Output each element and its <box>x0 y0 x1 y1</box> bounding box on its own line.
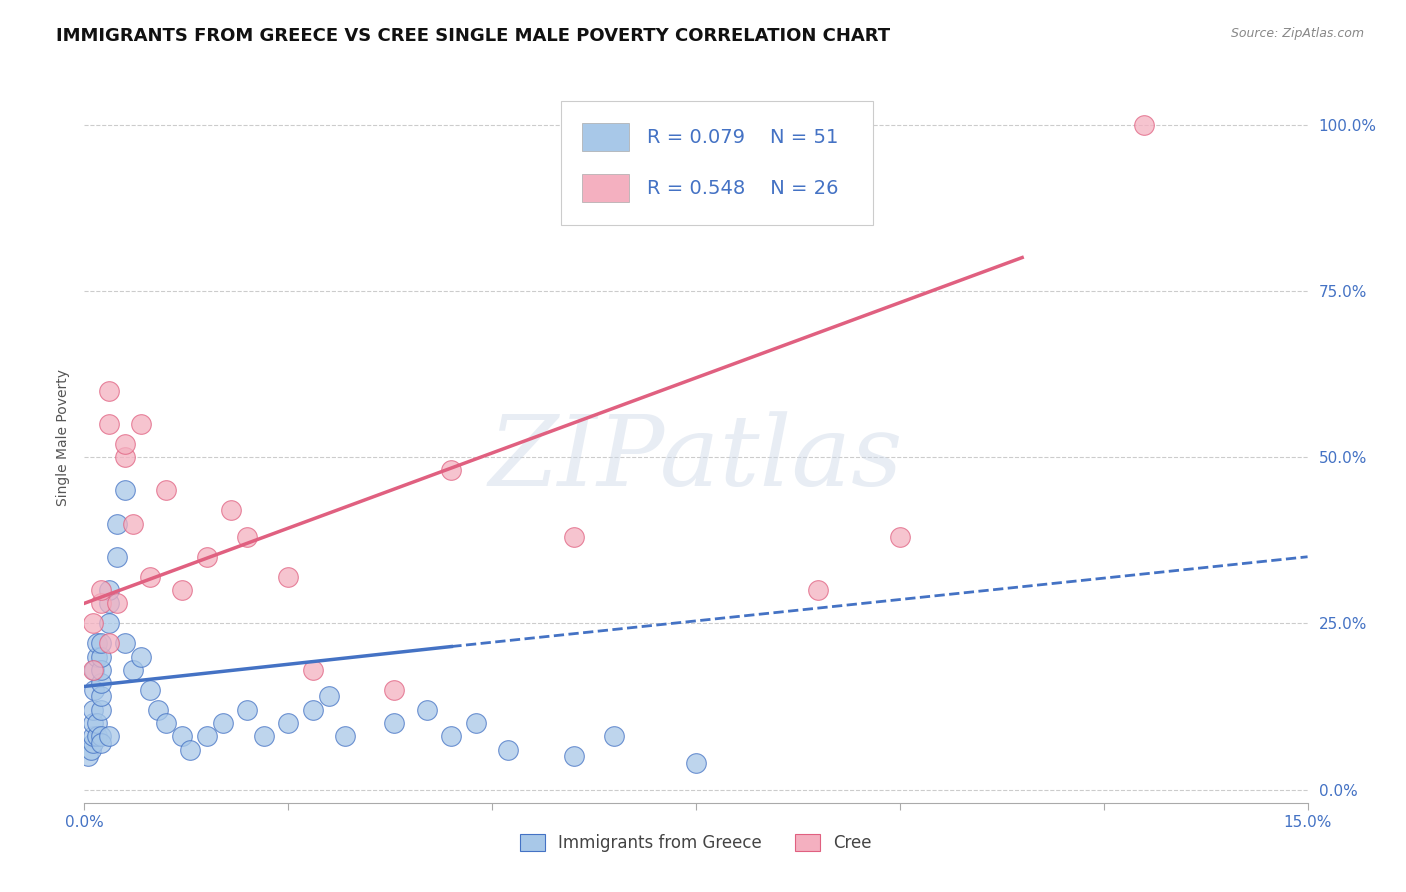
Point <box>301 663 323 677</box>
Point <box>440 463 463 477</box>
Point <box>97 417 120 431</box>
Point <box>131 649 153 664</box>
Point <box>807 582 830 597</box>
Point <box>86 716 108 731</box>
Point <box>236 530 259 544</box>
Point <box>90 582 112 597</box>
Point <box>90 676 112 690</box>
Point <box>179 742 201 756</box>
Point <box>195 549 218 564</box>
Y-axis label: Single Male Poverty: Single Male Poverty <box>56 368 70 506</box>
Point <box>97 582 120 597</box>
Point <box>77 749 100 764</box>
Point <box>277 570 299 584</box>
Point <box>83 663 105 677</box>
Text: IMMIGRANTS FROM GREECE VS CREE SINGLE MALE POVERTY CORRELATION CHART: IMMIGRANTS FROM GREECE VS CREE SINGLE MA… <box>56 27 890 45</box>
Point <box>82 736 104 750</box>
Point <box>138 682 160 697</box>
Point <box>80 742 103 756</box>
Point <box>90 596 112 610</box>
Point <box>86 729 108 743</box>
Point <box>86 636 108 650</box>
Point <box>440 729 463 743</box>
Point <box>97 616 120 631</box>
Point <box>253 729 276 743</box>
Point <box>301 703 323 717</box>
Point <box>416 703 439 717</box>
Point <box>83 682 105 697</box>
Point <box>382 682 405 697</box>
Point <box>155 716 177 731</box>
FancyBboxPatch shape <box>582 175 628 202</box>
Point <box>464 716 486 731</box>
Point <box>114 636 136 650</box>
Point <box>114 436 136 450</box>
Point <box>97 384 120 398</box>
Text: R = 0.548    N = 26: R = 0.548 N = 26 <box>647 179 838 198</box>
Point <box>382 716 405 731</box>
FancyBboxPatch shape <box>561 101 873 225</box>
Text: R = 0.079    N = 51: R = 0.079 N = 51 <box>647 128 838 146</box>
Point <box>97 596 120 610</box>
Point <box>82 663 104 677</box>
Point <box>90 663 112 677</box>
Point <box>172 582 194 597</box>
Point <box>86 649 108 664</box>
Point <box>195 729 218 743</box>
Point <box>131 417 153 431</box>
Point <box>90 690 112 704</box>
Point <box>105 516 128 531</box>
Point <box>90 649 112 664</box>
Point <box>82 716 104 731</box>
Point <box>122 663 145 677</box>
Point <box>498 742 520 756</box>
Point <box>277 716 299 731</box>
Point <box>318 690 340 704</box>
Point <box>114 483 136 498</box>
Point <box>82 703 104 717</box>
Point <box>219 503 242 517</box>
Point <box>114 450 136 464</box>
Point <box>172 729 194 743</box>
Point <box>105 549 128 564</box>
Point <box>97 729 120 743</box>
Point <box>562 749 585 764</box>
Point <box>236 703 259 717</box>
Point <box>90 729 112 743</box>
Point <box>155 483 177 498</box>
Point <box>889 530 911 544</box>
FancyBboxPatch shape <box>582 123 628 151</box>
Point <box>603 729 626 743</box>
Point <box>1133 118 1156 132</box>
Text: Source: ZipAtlas.com: Source: ZipAtlas.com <box>1230 27 1364 40</box>
Point <box>122 516 145 531</box>
Point <box>90 736 112 750</box>
Legend: Immigrants from Greece, Cree: Immigrants from Greece, Cree <box>512 825 880 860</box>
Point <box>212 716 235 731</box>
Point <box>90 636 112 650</box>
Point <box>146 703 169 717</box>
Text: ZIPatlas: ZIPatlas <box>489 411 903 507</box>
Point <box>562 530 585 544</box>
Point <box>138 570 160 584</box>
Point <box>335 729 357 743</box>
Point <box>105 596 128 610</box>
Point <box>82 616 104 631</box>
Point <box>90 703 112 717</box>
Point <box>685 756 707 770</box>
Point <box>82 729 104 743</box>
Point <box>97 636 120 650</box>
